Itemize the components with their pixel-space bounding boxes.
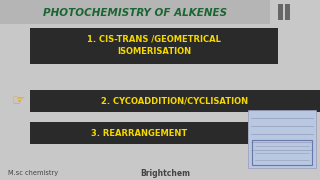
FancyBboxPatch shape (278, 4, 283, 20)
FancyBboxPatch shape (248, 110, 316, 168)
FancyBboxPatch shape (30, 90, 320, 112)
FancyBboxPatch shape (30, 122, 248, 144)
Text: 1. CIS-TRANS /GEOMETRICAL: 1. CIS-TRANS /GEOMETRICAL (87, 35, 221, 44)
Text: PHOTOCHEMISTRY OF ALKENES: PHOTOCHEMISTRY OF ALKENES (43, 8, 227, 18)
Text: ☞: ☞ (11, 93, 25, 109)
Text: ISOMERISATION: ISOMERISATION (117, 48, 191, 57)
Text: M.sc chemistry: M.sc chemistry (8, 170, 58, 176)
FancyBboxPatch shape (30, 28, 278, 64)
Text: Brightchem: Brightchem (140, 168, 190, 177)
FancyBboxPatch shape (285, 4, 290, 20)
Text: 3. REARRANGEMENT: 3. REARRANGEMENT (91, 129, 187, 138)
Text: 2. CYCOADDITION/CYCLISATION: 2. CYCOADDITION/CYCLISATION (101, 96, 249, 105)
FancyBboxPatch shape (0, 0, 270, 24)
